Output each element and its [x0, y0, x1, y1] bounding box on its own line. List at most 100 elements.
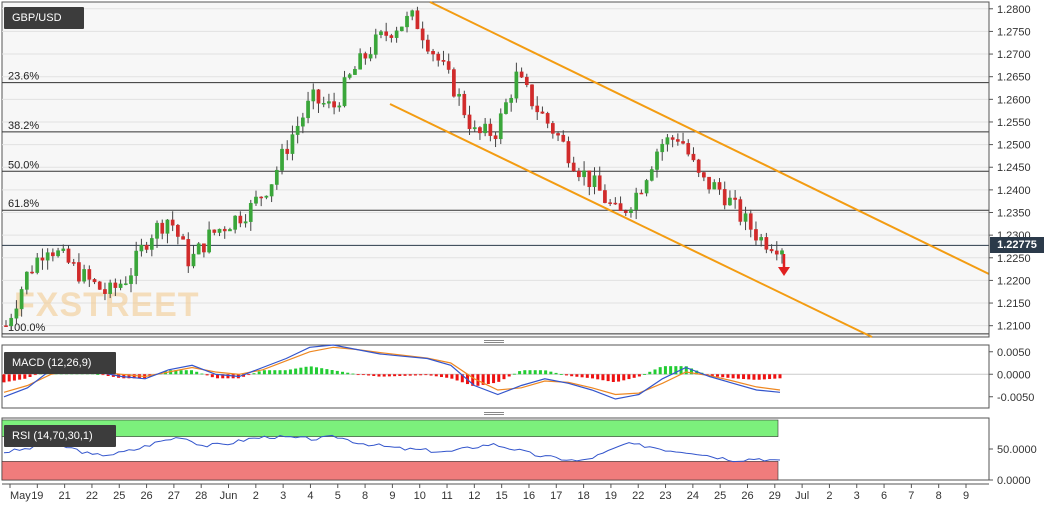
down-arrow-icon	[778, 267, 790, 276]
macd-histogram-bar	[762, 374, 766, 380]
macd-histogram-bar	[721, 374, 725, 378]
candle-body	[363, 53, 368, 59]
candle-body	[87, 269, 92, 280]
price-tick-label: 1.2600	[997, 94, 1031, 106]
price-panel-bg	[1, 1, 990, 338]
macd-histogram-bar	[528, 370, 532, 375]
time-tick-label: 26	[140, 490, 152, 502]
candle-body	[754, 229, 758, 241]
candle-body	[556, 133, 560, 136]
candle-body	[35, 257, 40, 273]
candle-body	[30, 271, 34, 274]
macd-histogram-bar	[346, 372, 350, 375]
macd-histogram-bar	[429, 374, 433, 376]
macd-histogram-bar	[179, 370, 183, 375]
macd-histogram-bar	[695, 370, 699, 375]
candle-body	[14, 308, 19, 319]
panel-resize-handle[interactable]	[484, 339, 504, 344]
macd-histogram-bar	[627, 374, 631, 380]
candle-body	[577, 170, 581, 178]
macd-histogram-bar	[257, 371, 261, 375]
candle-body	[405, 15, 409, 28]
candle-body	[623, 210, 628, 213]
rsi-tick-label: 50.0000	[997, 444, 1037, 456]
macd-histogram-bar	[398, 374, 402, 377]
time-tick-label: Jun	[220, 490, 238, 502]
candle-body	[56, 250, 60, 257]
candle-body	[769, 249, 774, 252]
time-tick-label: May	[10, 490, 31, 502]
price-tick-label: 1.2250	[997, 253, 1031, 265]
candle-body	[92, 279, 97, 283]
candle-body	[191, 253, 196, 267]
candle-body	[24, 271, 29, 290]
candle-body	[561, 134, 566, 142]
macd-histogram-bar	[512, 373, 516, 375]
macd-histogram-bar	[434, 374, 438, 377]
time-tick-label: 5	[335, 490, 341, 502]
candle-body	[660, 143, 665, 153]
macd-histogram-bar	[742, 374, 746, 380]
price-tick-label: 1.2550	[997, 117, 1031, 129]
time-tick-label: 3	[854, 490, 860, 502]
macd-histogram-bar	[497, 374, 501, 382]
candle-body	[306, 100, 310, 119]
candle-body	[535, 105, 540, 113]
candle-body	[493, 135, 498, 140]
candle-body	[717, 182, 722, 190]
macd-histogram-bar	[637, 374, 641, 377]
candle-body	[728, 197, 732, 206]
candle-body	[488, 123, 493, 136]
macd-histogram-bar	[684, 366, 688, 375]
candle-body	[629, 209, 633, 213]
candle-body	[358, 53, 362, 70]
candle-body	[540, 111, 545, 114]
candle-body	[545, 113, 550, 124]
last-price-label: 1.22775	[990, 237, 1044, 254]
candle-body	[217, 228, 222, 233]
candle-body	[274, 169, 279, 185]
macd-histogram-bar	[445, 374, 449, 378]
macd-histogram-bar	[189, 370, 193, 375]
candle-body	[373, 34, 378, 55]
macd-histogram-bar	[747, 374, 751, 380]
candle-body	[707, 176, 711, 190]
macd-histogram-bar	[492, 374, 496, 384]
macd-histogram-bar	[710, 374, 714, 377]
macd-indicator	[2, 344, 989, 400]
candle-body	[394, 30, 399, 38]
macd-tick-label: 0.0000	[997, 369, 1031, 381]
candle-body	[97, 281, 102, 290]
time-tick-label: 19	[31, 490, 43, 502]
candle-body	[71, 262, 76, 264]
candle-body	[222, 228, 227, 232]
candle-body	[472, 127, 477, 130]
macd-histogram-bar	[252, 373, 256, 375]
price-tick-label: 1.2350	[997, 208, 1031, 220]
macd-histogram-bar	[653, 369, 657, 375]
candle-body	[691, 153, 696, 161]
time-tick-label: 27	[168, 490, 180, 502]
macd-histogram-bar	[481, 374, 485, 385]
panel-resize-handle[interactable]	[484, 411, 504, 416]
candle-body	[19, 289, 24, 310]
rsi-oversold-zone	[1, 461, 779, 481]
candle-body	[571, 162, 576, 172]
candle-body	[436, 53, 441, 61]
price-axis: 1.2800 1.2750 1.2700 1.2650 1.2600 1.2550 1.25…	[988, 2, 1031, 337]
macd-histogram-bar	[523, 370, 527, 375]
candle-body	[212, 229, 217, 233]
macd-histogram-bar	[731, 374, 735, 379]
macd-histogram-bar	[507, 374, 511, 377]
candle-body	[264, 195, 269, 198]
candle-body	[108, 282, 113, 294]
candle-body	[123, 283, 128, 285]
macd-histogram-bar	[101, 374, 105, 376]
macd-badge: MACD (12,26,9)	[4, 352, 116, 374]
macd-histogram-bar	[419, 374, 423, 376]
candle-body	[639, 192, 644, 195]
candle-body	[399, 26, 404, 32]
macd-histogram-bar	[778, 374, 782, 379]
macd-histogram-bar	[408, 374, 412, 376]
macd-tick-label: 0.0050	[997, 347, 1031, 359]
